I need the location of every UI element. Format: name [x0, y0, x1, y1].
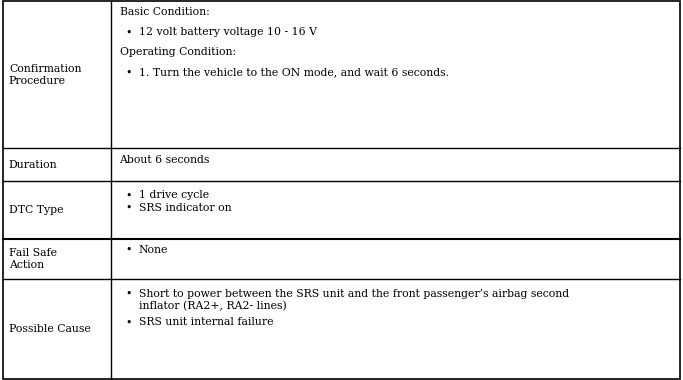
Text: None: None	[139, 245, 168, 255]
Text: Fail Safe
Action: Fail Safe Action	[9, 248, 57, 270]
Text: Basic Condition:: Basic Condition:	[120, 7, 209, 17]
Text: Duration: Duration	[9, 160, 57, 169]
Text: •: •	[125, 288, 131, 299]
Text: 1 drive cycle: 1 drive cycle	[139, 190, 209, 200]
Text: Short to power between the SRS unit and the front passenger’s airbag second: Short to power between the SRS unit and …	[139, 288, 569, 299]
Text: •: •	[125, 203, 131, 213]
Text: SRS indicator on: SRS indicator on	[139, 203, 232, 213]
Text: 1. Turn the vehicle to the ON mode, and wait 6 seconds.: 1. Turn the vehicle to the ON mode, and …	[139, 67, 449, 78]
Text: SRS unit internal failure: SRS unit internal failure	[139, 317, 273, 328]
Text: About 6 seconds: About 6 seconds	[120, 155, 210, 165]
Text: •: •	[125, 27, 131, 37]
Text: Operating Condition:: Operating Condition:	[120, 48, 236, 57]
Text: 12 volt battery voltage 10 - 16 V: 12 volt battery voltage 10 - 16 V	[139, 27, 317, 37]
Text: •: •	[125, 245, 131, 255]
Text: Confirmation
Procedure: Confirmation Procedure	[9, 63, 81, 86]
Text: inflator (RA2+, RA2- lines): inflator (RA2+, RA2- lines)	[139, 301, 286, 312]
Text: Possible Cause: Possible Cause	[9, 324, 91, 334]
Text: •: •	[125, 67, 131, 78]
Text: •: •	[125, 190, 131, 200]
Text: •: •	[125, 317, 131, 328]
Text: DTC Type: DTC Type	[9, 205, 64, 215]
